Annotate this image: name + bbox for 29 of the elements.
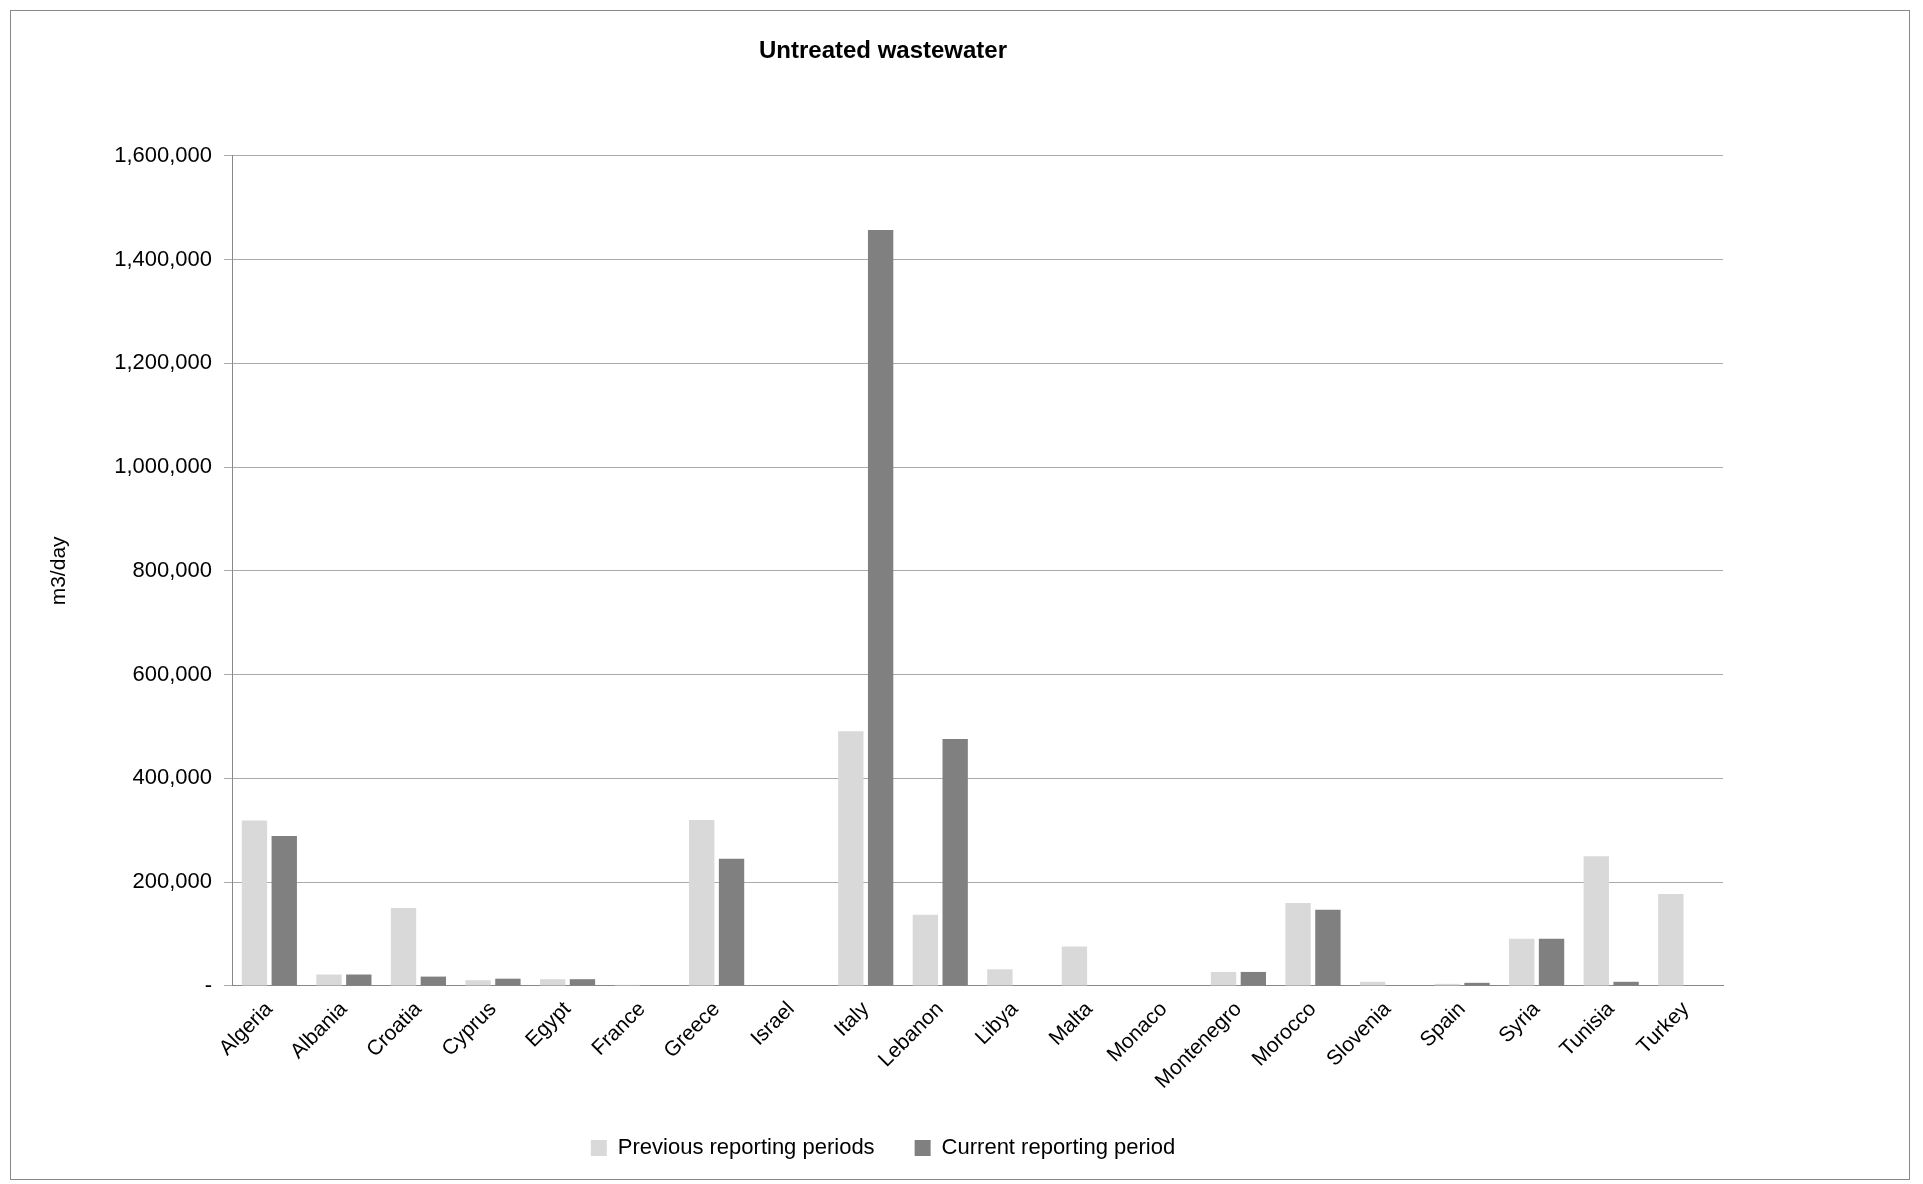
y-tick-label: 1,600,000	[114, 141, 213, 167]
bar	[241, 820, 268, 986]
bar	[912, 914, 939, 986]
bar	[987, 969, 1013, 986]
bar	[465, 980, 491, 986]
legend-label: Previous reporting periods	[617, 1134, 875, 1160]
y-tick-label: 400,000	[132, 764, 213, 790]
y-tick-label: 200,000	[132, 868, 213, 894]
y-tick-label: 1,000,000	[114, 453, 213, 479]
y-tick-label: -	[204, 971, 213, 997]
bar	[1210, 971, 1237, 986]
bar	[1061, 946, 1088, 986]
bar	[838, 731, 864, 986]
y-tick-label: 800,000	[132, 556, 213, 582]
y-tick-label: 1,200,000	[114, 349, 213, 375]
bar	[1658, 894, 1684, 986]
bar	[1285, 902, 1311, 986]
bar	[689, 819, 715, 986]
y-tick-label: 600,000	[132, 660, 213, 686]
y-tick-label: 1,400,000	[114, 245, 213, 271]
bar	[316, 974, 342, 986]
legend-label: Current reporting period	[941, 1134, 1176, 1160]
y-axis-title: m3/day	[46, 535, 70, 606]
bar	[390, 908, 417, 986]
chart-title: Untreated wastewater	[758, 36, 1008, 64]
bar	[539, 979, 566, 986]
bar	[1509, 938, 1535, 986]
bar	[1583, 856, 1609, 986]
x-tick-label: Italy	[829, 996, 873, 1040]
